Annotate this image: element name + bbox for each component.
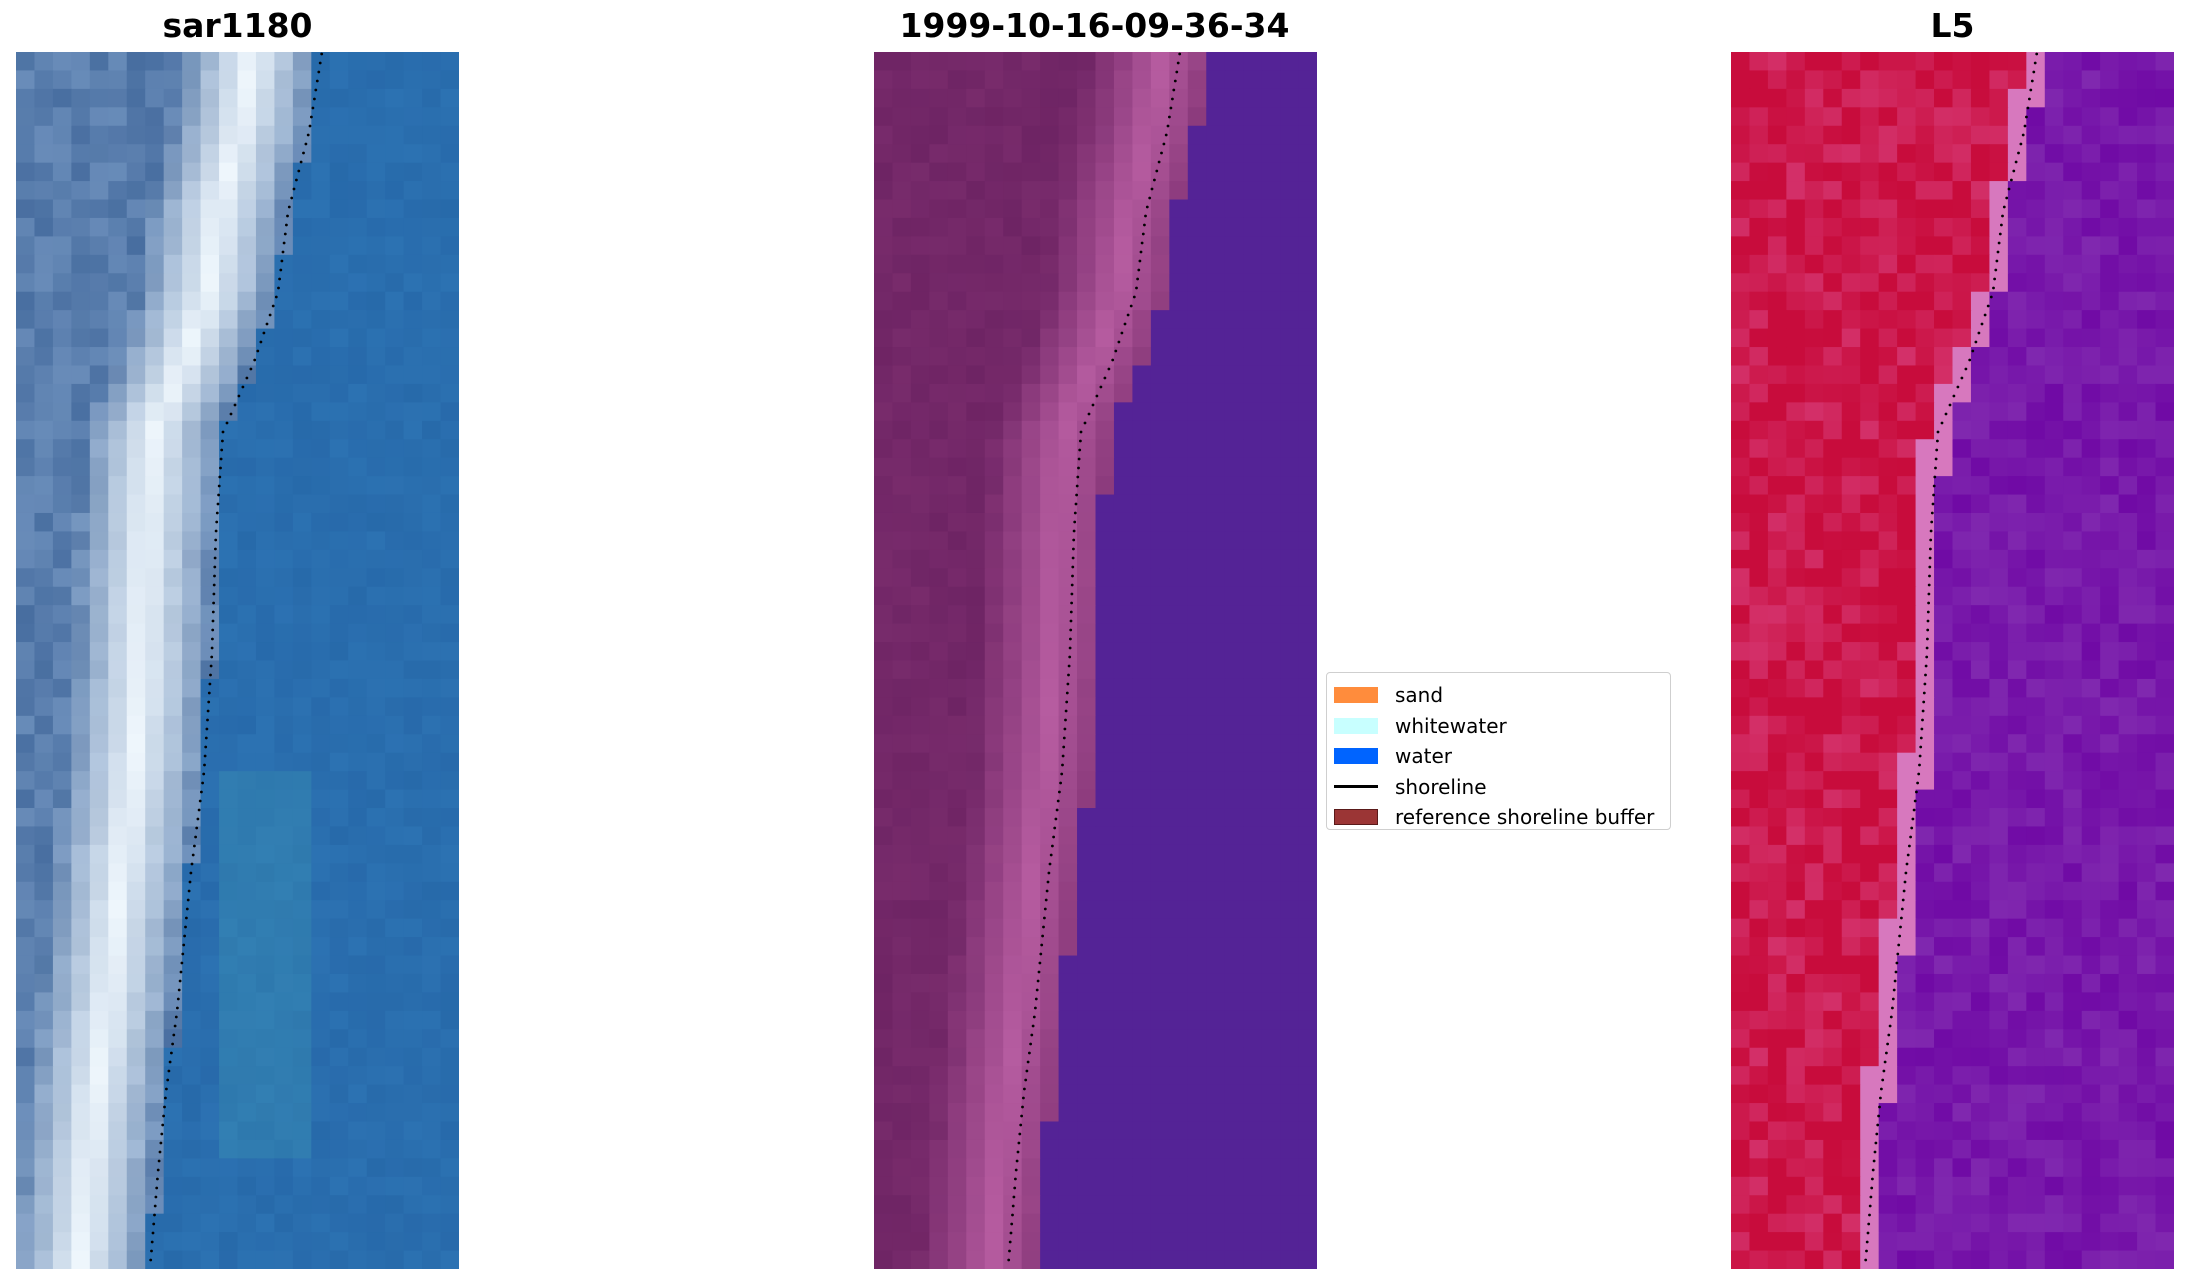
panel-title-classified: 1999-10-16-09-36-34 [899,6,1290,45]
legend-swatch-water [1334,748,1378,765]
legend-swatch-whitewater [1334,717,1378,734]
shoreline-dots [1007,52,1182,1262]
legend-item-shoreline: shoreline [1334,772,1670,803]
classified-image [874,52,1317,1269]
legend-swatch-reference-buffer [1334,809,1378,826]
panel-title-ndwi: L5 [1930,6,1975,45]
ndwi-image-panel [1731,52,2174,1269]
legend-item-sand: sand [1334,680,1670,711]
rgb-image-panel [16,52,459,1269]
shoreline-dots [149,52,324,1262]
classified-image-panel [874,52,1317,1269]
legend-item-whitewater: whitewater [1334,711,1670,742]
legend-label-water: water [1395,744,1452,769]
ndwi-image [1731,52,2174,1269]
shoreline-dots [1864,52,2039,1262]
legend-item-water: water [1334,741,1670,772]
legend-line-shoreline [1334,785,1378,789]
legend-item-reference-buffer: reference shoreline buffer [1334,802,1670,833]
legend: sand whitewater water shoreline referenc… [1326,672,1671,830]
legend-label-reference-buffer: reference shoreline buffer [1395,805,1655,830]
legend-swatch-sand [1334,687,1378,704]
legend-label-shoreline: shoreline [1395,774,1487,799]
legend-label-whitewater: whitewater [1395,713,1507,738]
legend-label-sand: sand [1395,683,1444,708]
rgb-image [16,52,459,1269]
panel-title-rgb: sar1180 [162,6,313,45]
